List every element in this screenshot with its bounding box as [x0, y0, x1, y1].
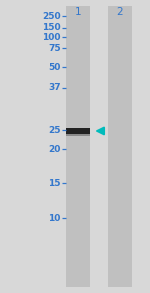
Bar	[108, 6, 132, 287]
Text: 2: 2	[117, 7, 123, 17]
Bar	[66, 128, 90, 134]
Text: 37: 37	[48, 84, 61, 92]
Text: 25: 25	[48, 126, 61, 135]
Text: 250: 250	[42, 12, 61, 21]
Text: 10: 10	[48, 214, 61, 223]
Bar	[66, 132, 90, 136]
Text: 75: 75	[48, 44, 61, 53]
Bar	[66, 6, 90, 287]
Text: 100: 100	[42, 33, 61, 42]
Text: 150: 150	[42, 23, 61, 32]
Text: 15: 15	[48, 179, 61, 188]
Text: 20: 20	[48, 145, 61, 154]
Text: 1: 1	[75, 7, 81, 17]
Text: 50: 50	[48, 63, 61, 72]
